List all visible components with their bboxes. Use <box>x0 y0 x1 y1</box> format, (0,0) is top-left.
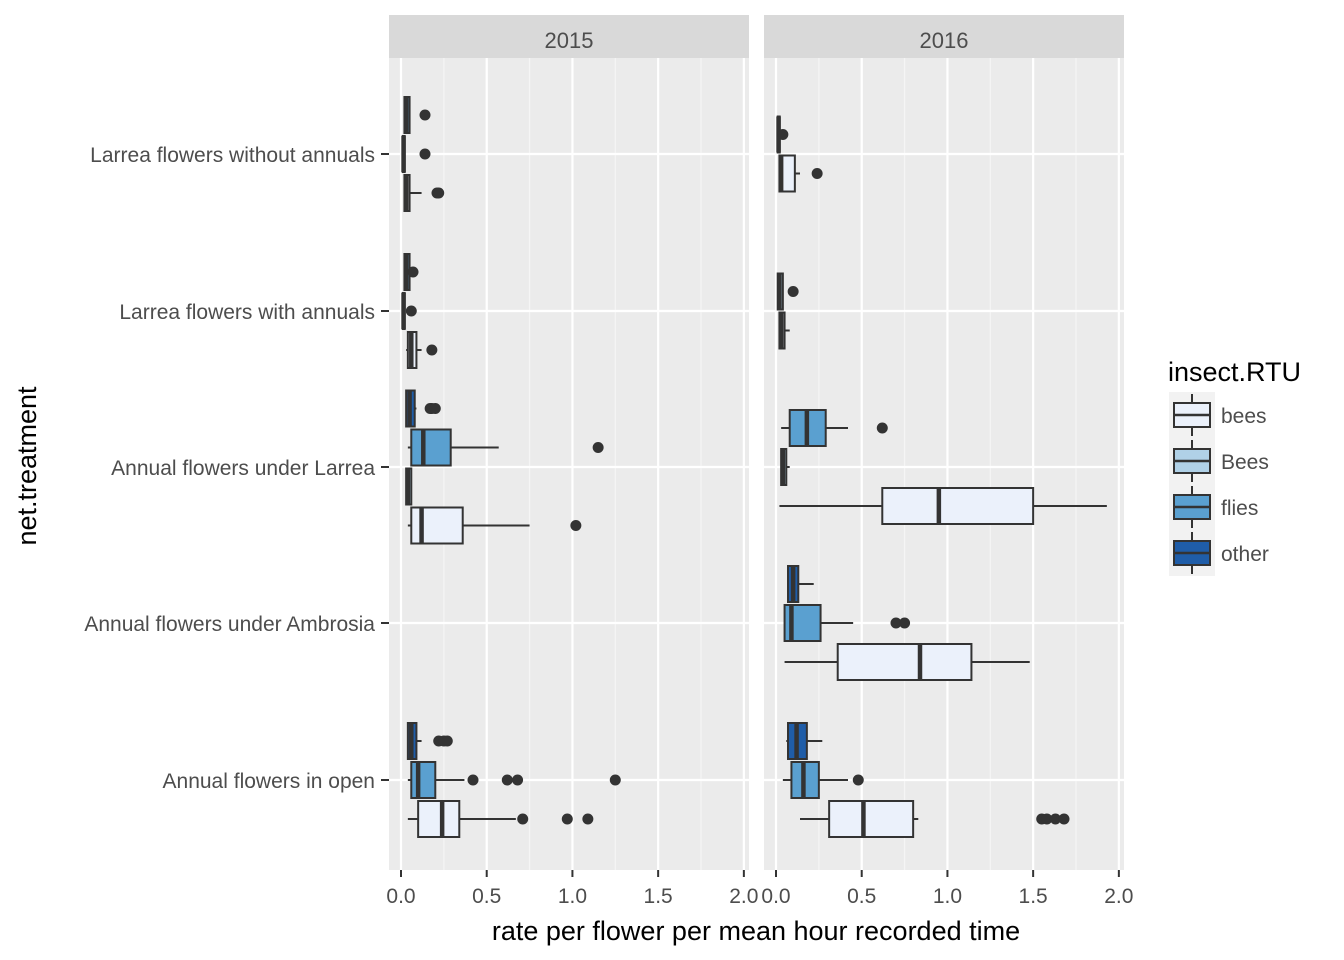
facet-strip-label: 2015 <box>545 28 594 53</box>
outlier-point <box>890 617 902 629</box>
outlier-point <box>407 266 419 278</box>
panel-2016: 2016 0.0 0.5 1.0 1.5 2.0 <box>761 15 1133 908</box>
legend-title: insect.RTU <box>1168 357 1301 387</box>
facet-strip <box>389 15 749 58</box>
outlier-point <box>787 286 799 297</box>
y-category-label: Annual flowers under Ambrosia <box>84 613 375 636</box>
y-category-label: Annual flowers in open <box>163 770 375 793</box>
facet-strip <box>764 15 1124 58</box>
outlier-point <box>609 774 621 786</box>
box-bees <box>778 311 790 350</box>
x-tick-label: 0.0 <box>386 885 415 908</box>
outlier-point <box>426 344 438 356</box>
x-tick-label: 0.5 <box>847 885 876 908</box>
box-iqr <box>417 800 461 838</box>
legend: insect.RTU bees Bees flies other <box>1168 357 1301 576</box>
legend-key-flies: flies <box>1169 484 1258 530</box>
box-other <box>405 389 441 428</box>
outlier-point <box>467 774 479 786</box>
box-bees <box>407 800 594 838</box>
y-axis-title: net.treatment <box>12 386 42 546</box>
box-bees <box>401 292 417 330</box>
box-bees <box>405 467 413 506</box>
x-tick-label: 2.0 <box>729 885 758 908</box>
box-iqr <box>881 487 1035 525</box>
outlier-point <box>852 774 864 786</box>
facet-panels: 2015 0.0 0.5 1.0 1.5 2.0 2016 0.0 0.5 1.0 1.5 2.0 <box>386 15 1133 908</box>
box-bees <box>784 643 1030 681</box>
outlier-point <box>1049 813 1061 825</box>
box-bees <box>407 506 582 545</box>
outlier-point <box>1058 813 1070 825</box>
legend-label: Bees <box>1221 451 1269 474</box>
x-tick-label: 1.5 <box>1019 885 1048 908</box>
box-flies <box>781 409 888 447</box>
x-tick-label: 1.0 <box>933 885 962 908</box>
box-other <box>787 565 814 603</box>
box-bees <box>406 331 438 369</box>
panel-2015: 2015 0.0 0.5 1.0 1.5 2.0 <box>386 15 758 908</box>
outlier-point <box>777 129 789 140</box>
box-bees <box>779 487 1107 525</box>
box-bees <box>780 448 790 486</box>
legend-key-other: other <box>1169 530 1269 576</box>
x-tick-label: 0.5 <box>472 885 501 908</box>
box-flies <box>403 253 419 291</box>
outlier-point <box>419 109 431 121</box>
outlier-point <box>561 813 573 825</box>
y-axis: Larrea flowers without annuals Larrea flo… <box>84 144 389 793</box>
box-iqr <box>828 800 915 838</box>
legend-key-bees: bees <box>1169 392 1267 438</box>
x-tick-label: 1.5 <box>644 885 673 908</box>
panel-background <box>764 58 1124 870</box>
box-bees <box>778 154 823 193</box>
box-flies <box>403 96 431 134</box>
facet-strip-label: 2016 <box>920 28 969 53</box>
outlier-point <box>419 148 431 160</box>
outlier-point <box>501 774 513 786</box>
outlier-point <box>582 813 594 825</box>
outlier-point <box>570 520 582 531</box>
box-flies <box>783 604 911 642</box>
box-flies <box>782 761 864 799</box>
y-category-label: Larrea flowers with annuals <box>119 301 375 324</box>
outlier-point <box>1041 813 1053 825</box>
box-flies <box>407 428 604 467</box>
outlier-point <box>429 403 441 414</box>
outlier-point <box>899 617 911 629</box>
outlier-point <box>811 168 823 179</box>
outlier-point <box>876 422 888 434</box>
box-bees <box>403 174 445 212</box>
box-bees <box>776 115 789 154</box>
box-iqr <box>410 428 452 467</box>
box-other <box>406 722 453 760</box>
x-tick-label: 2.0 <box>1104 885 1133 908</box>
box-bees <box>776 272 799 311</box>
outlier-point <box>441 735 453 747</box>
outlier-point <box>512 774 524 786</box>
box-bees <box>401 135 431 173</box>
y-category-label: Larrea flowers without annuals <box>90 144 375 167</box>
box-iqr <box>836 643 973 681</box>
legend-label: bees <box>1221 405 1267 428</box>
x-axis-title: rate per flower per mean hour recorded t… <box>492 916 1020 946</box>
y-category-label: Annual flowers under Larrea <box>111 457 375 480</box>
legend-key-bees-2: Bees <box>1169 438 1269 484</box>
box-iqr <box>410 761 437 799</box>
legend-label: other <box>1221 543 1269 566</box>
outlier-point <box>592 442 604 453</box>
legend-label: flies <box>1221 497 1258 520</box>
box-flies <box>407 761 621 799</box>
outlier-point <box>433 187 445 199</box>
outlier-point <box>405 305 417 317</box>
box-other <box>786 722 823 760</box>
box-bees <box>800 800 1070 838</box>
outlier-point <box>517 813 529 825</box>
box-iqr <box>410 506 464 545</box>
x-tick-label: 1.0 <box>558 885 587 908</box>
x-tick-label: 0.0 <box>761 885 790 908</box>
